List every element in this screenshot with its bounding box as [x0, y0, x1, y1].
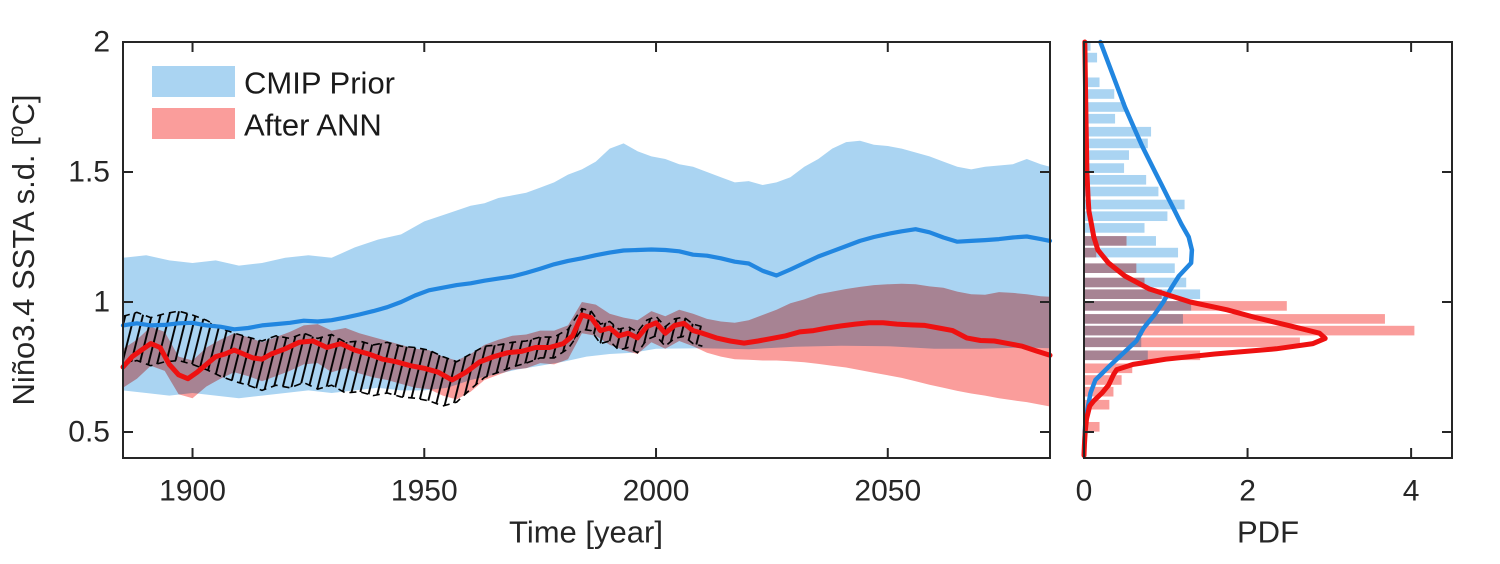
pdf-bar-after-ann [1085, 314, 1385, 324]
left-y-tick-label: 0.5 [68, 416, 110, 449]
timeseries-panel: 1900 1950 2000 2050 0.5 1 1.5 2 [68, 26, 1053, 508]
pdf-bar-after-ann [1085, 325, 1415, 336]
hatch-upper-boundary [122, 307, 703, 363]
pdf-bar-cmip-prior [1085, 211, 1168, 222]
pdf-bar-cmip-prior [1085, 199, 1185, 210]
pdf-bar-after-ann [1085, 399, 1110, 410]
left-x-tick-label: 2050 [854, 475, 921, 508]
pdf-bar-after-ann [1085, 263, 1137, 274]
pdf-bar-after-ann [1085, 337, 1300, 348]
pdf-bar-cmip-prior [1085, 52, 1098, 63]
pdf-bar-after-ann [1085, 289, 1162, 300]
right-axes-frame [1083, 41, 1453, 459]
pdf-curve-cmip-prior [1081, 39, 1195, 458]
left-x-tick-label: 1900 [159, 475, 226, 508]
pdf-bar-after-ann [1085, 350, 1201, 361]
pdf-panel: 0 2 4 [1076, 39, 1453, 508]
pdf-bar-cmip-prior [1085, 77, 1100, 88]
legend-swatch-after-ann [152, 108, 235, 139]
pdf-bar-cmip-prior [1085, 138, 1148, 149]
left-y-tick-label: 2 [93, 26, 110, 59]
x-axis-label-pdf: PDF [1237, 515, 1299, 550]
pdf-bar-cmip-prior [1085, 174, 1147, 185]
legend: CMIP Prior After ANN [152, 66, 395, 143]
pdf-curve-after-ann [1081, 39, 1328, 458]
pdf-bar-cmip-prior [1085, 113, 1116, 124]
pdf-bar-after-ann [1085, 375, 1122, 385]
legend-label-after-ann: After ANN [244, 108, 382, 143]
right-x-tick-label: 0 [1076, 475, 1093, 508]
left-y-tick-label: 1.5 [68, 156, 110, 189]
pdf-bar-cmip-prior [1085, 102, 1126, 112]
y-axis-label: Niño3.4 SSTA s.d. [oC] [5, 95, 41, 406]
left-x-tick-label: 1950 [391, 475, 458, 508]
pdf-bar-after-ann [1085, 277, 1145, 288]
right-x-tick-label: 4 [1403, 475, 1420, 508]
legend-label-cmip-prior: CMIP Prior [244, 66, 395, 101]
right-x-tick-label: 2 [1239, 475, 1256, 508]
left-x-tick-label: 2000 [623, 475, 690, 508]
legend-swatch-cmip-prior [152, 66, 235, 97]
pdf-bar-after-ann [1085, 301, 1287, 311]
after-ann-mean-line [120, 312, 1053, 383]
hatch-region [123, 308, 703, 406]
pdf-bar-cmip-prior [1085, 163, 1125, 173]
pdf-bar-cmip-prior [1085, 247, 1179, 258]
after-ann-band [123, 283, 1050, 407]
pdf-bar-after-ann [1085, 247, 1097, 258]
pdf-bar-after-ann [1085, 386, 1114, 397]
left-axes-frame [122, 41, 1051, 459]
pdf-bar-cmip-prior [1085, 89, 1115, 99]
pdf-bar-cmip-prior [1085, 223, 1145, 233]
pdf-bar-cmip-prior [1085, 150, 1129, 160]
x-axis-label-time: Time [year] [509, 515, 663, 550]
pdf-bar-cmip-prior [1085, 41, 1091, 51]
left-y-tick-label: 1 [93, 286, 110, 319]
pdf-bar-cmip-prior [1085, 126, 1152, 137]
pdf-bar-cmip-prior [1085, 186, 1159, 197]
hatch-lower-boundary [122, 328, 703, 407]
pdf-bar-after-ann [1085, 421, 1100, 432]
pdf-bar-after-ann [1085, 236, 1127, 246]
cmip-prior-mean-line [120, 227, 1053, 332]
